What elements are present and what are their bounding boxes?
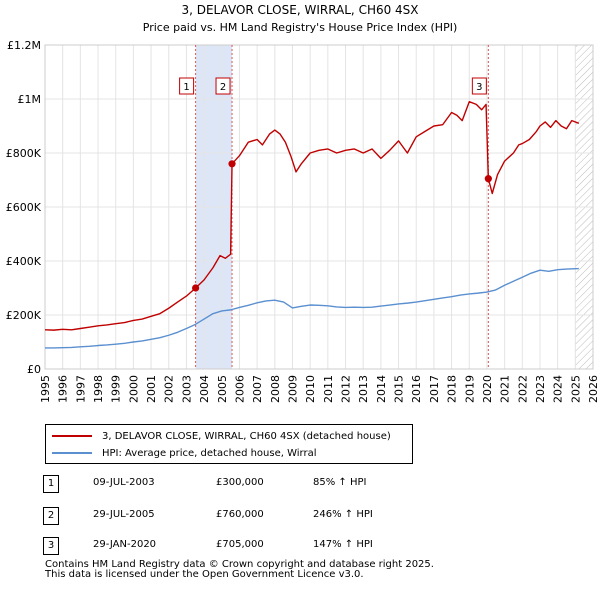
- x-tick-label: 1998: [92, 375, 105, 403]
- sale-point: [228, 160, 236, 168]
- x-tick-label: 1999: [110, 375, 123, 403]
- sale-row-2: 2 29-JUL-2005 £760,000 246% ↑ HPI: [40, 506, 440, 526]
- plot-border: [44, 44, 594, 370]
- x-tick-label: 2001: [145, 375, 158, 403]
- x-tick-label: 2017: [428, 375, 441, 403]
- sale-date: 29-JUL-2005: [93, 509, 155, 520]
- sale-label-number: 3: [476, 82, 482, 93]
- footer: Contains HM Land Registry data © Crown c…: [45, 560, 434, 580]
- sale-number-badge: 2: [43, 507, 59, 525]
- sale-row-1: 1 09-JUL-2003 £300,000 85% ↑ HPI: [40, 474, 440, 494]
- sale-point: [192, 284, 200, 292]
- legend-swatch-property: [52, 435, 92, 437]
- sale-row-3: 3 29-JAN-2020 £705,000 147% ↑ HPI: [40, 536, 440, 556]
- legend-label-property: 3, DELAVOR CLOSE, WIRRAL, CH60 4SX (deta…: [102, 430, 391, 442]
- x-tick-label: 2014: [375, 375, 388, 403]
- x-tick-label: 2016: [410, 375, 423, 403]
- sale-price: £760,000: [216, 509, 264, 520]
- sale-date: 29-JAN-2020: [93, 539, 157, 550]
- y-tick-label: £800K: [6, 147, 42, 160]
- y-tick-label: £400K: [6, 255, 42, 268]
- y-tick-label: £1.2M: [7, 39, 41, 52]
- x-tick-label: 2018: [446, 375, 459, 403]
- x-tick-label: 2005: [216, 375, 229, 403]
- x-tick-label: 2009: [286, 375, 299, 403]
- x-tick-label: 2013: [357, 375, 370, 403]
- legend-item-property: 3, DELAVOR CLOSE, WIRRAL, CH60 4SX (deta…: [46, 428, 391, 444]
- x-tick-label: 2000: [127, 375, 140, 403]
- x-tick-label: 2020: [481, 375, 494, 403]
- x-tick-label: 2007: [251, 375, 264, 403]
- x-tick-label: 2023: [534, 375, 547, 403]
- sale-hpi-change: 246% ↑ HPI: [313, 509, 373, 520]
- legend-swatch-hpi: [52, 452, 92, 454]
- sale-price: £705,000: [216, 539, 264, 550]
- sale-label-box: [471, 77, 487, 95]
- x-tick-label: 2003: [180, 375, 193, 403]
- y-tick-label: £1M: [18, 93, 42, 106]
- sale-label-number: 2: [220, 82, 226, 93]
- sale-number-badge: 3: [43, 537, 59, 555]
- sale-point: [484, 175, 492, 183]
- y-tick-label: £600K: [6, 201, 42, 214]
- legend: 3, DELAVOR CLOSE, WIRRAL, CH60 4SX (deta…: [45, 424, 413, 464]
- x-tick-label: 2012: [340, 375, 353, 403]
- x-tick-label: 2019: [463, 375, 476, 403]
- sale-label-box: [179, 77, 195, 95]
- sale-hpi-change: 85% ↑ HPI: [313, 477, 367, 488]
- sale-hpi-change: 147% ↑ HPI: [313, 539, 373, 550]
- y-tick-label: £200K: [6, 309, 42, 322]
- legend-label-hpi: HPI: Average price, detached house, Wirr…: [102, 447, 317, 459]
- sale-number-badge: 1: [43, 475, 59, 493]
- footer-copyright: Contains HM Land Registry data © Crown c…: [45, 559, 434, 570]
- y-tick-label: £0: [27, 363, 41, 376]
- x-tick-label: 2011: [322, 375, 335, 403]
- series-line-property: [44, 101, 580, 331]
- x-tick-label: 1995: [39, 375, 52, 403]
- x-tick-label: 2021: [499, 375, 512, 403]
- x-tick-label: 2006: [233, 375, 246, 403]
- chart-subtitle: Price paid vs. HM Land Registry's House …: [143, 21, 458, 34]
- x-tick-label: 2004: [198, 375, 211, 403]
- x-tick-label: 2002: [163, 375, 176, 403]
- x-tick-label: 2015: [393, 375, 406, 403]
- series-line-hpi: [45, 267, 579, 349]
- sale-label-number: 1: [183, 82, 189, 93]
- x-tick-label: 2008: [269, 375, 282, 403]
- x-tick-label: 1996: [57, 375, 70, 403]
- x-tick-label: 2024: [552, 375, 565, 403]
- footer-licence: This data is licensed under the Open Gov…: [45, 569, 364, 580]
- sale-price: £300,000: [216, 477, 264, 488]
- x-tick-label: 2025: [569, 375, 582, 403]
- sale-date: 09-JUL-2003: [93, 477, 155, 488]
- x-tick-label: 2022: [516, 375, 529, 403]
- x-tick-label: 1997: [74, 375, 87, 403]
- x-tick-label: 2010: [304, 375, 317, 403]
- x-tick-label: 2026: [587, 375, 600, 403]
- legend-item-hpi: HPI: Average price, detached house, Wirr…: [46, 445, 317, 461]
- chart-title: 3, DELAVOR CLOSE, WIRRAL, CH60 4SX: [181, 3, 418, 17]
- price-chart: 3, DELAVOR CLOSE, WIRRAL, CH60 4SX Price…: [6, 3, 600, 403]
- sale-label-box: [215, 77, 231, 95]
